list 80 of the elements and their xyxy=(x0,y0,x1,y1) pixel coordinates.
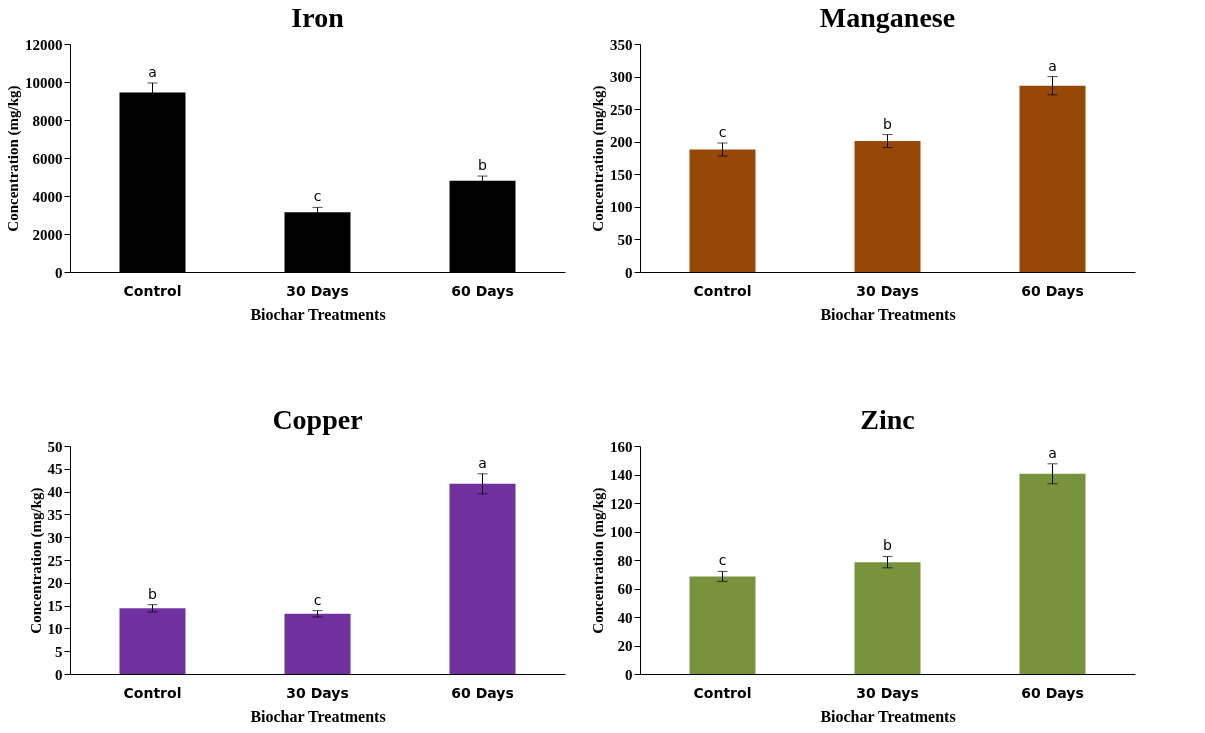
annotation: c xyxy=(313,188,322,205)
y-tick-label: 10000 xyxy=(25,74,63,91)
y-tick-label: 4000 xyxy=(32,188,63,205)
bar xyxy=(119,608,186,674)
annotation: c xyxy=(313,591,322,608)
y-tick-label: 0 xyxy=(625,264,633,281)
annotation: a xyxy=(148,63,157,80)
y-tick-label: 80 xyxy=(617,552,633,569)
y-tick-label: 160 xyxy=(610,438,633,455)
y-tick-label: 50 xyxy=(617,231,633,248)
bar xyxy=(689,149,756,272)
x-tick-label: Control xyxy=(123,684,182,701)
y-tick-label: 15 xyxy=(47,598,63,615)
bar xyxy=(854,562,921,674)
y-tick-label: 300 xyxy=(610,69,633,86)
y-tick-label: 0 xyxy=(55,666,63,683)
annotation: c xyxy=(718,552,727,569)
x-axis-title: Biochar Treatments xyxy=(250,305,386,323)
y-tick-label: 350 xyxy=(610,36,633,53)
y-tick-label: 40 xyxy=(47,484,63,501)
y-tick-label: 35 xyxy=(47,506,63,523)
y-tick-label: 30 xyxy=(47,529,63,546)
y-tick-label: 20 xyxy=(617,638,633,654)
x-tick-label: Control xyxy=(123,282,182,299)
y-tick-label: 150 xyxy=(610,166,633,183)
x-tick-label: Control xyxy=(693,282,752,299)
annotation: b xyxy=(478,157,488,174)
y-axis-title: Concentration (mg/kg) xyxy=(5,85,22,232)
y-tick-label: 2000 xyxy=(32,226,63,243)
bar xyxy=(1019,473,1086,674)
annotation: b xyxy=(883,115,893,132)
y-tick-label: 10 xyxy=(47,620,63,637)
y-tick-label: 45 xyxy=(47,461,63,478)
bar xyxy=(689,576,756,674)
x-tick-label: 60 Days xyxy=(1021,684,1084,701)
y-tick-label: 100 xyxy=(610,524,633,540)
y-tick-label: 200 xyxy=(610,134,633,151)
y-axis-title: Concentration (mg/kg) xyxy=(590,85,607,232)
y-tick-label: 12000 xyxy=(25,36,63,53)
y-axis-title: Concentration (mg/kg) xyxy=(27,487,45,634)
annotation: c xyxy=(718,124,727,141)
y-tick-label: 60 xyxy=(617,581,633,597)
chart-title: Manganese xyxy=(819,2,956,33)
y-tick-label: 5 xyxy=(55,643,63,660)
annotation: a xyxy=(478,454,487,471)
bar xyxy=(284,613,351,674)
x-tick-label: 60 Days xyxy=(451,282,514,299)
x-tick-label: Control xyxy=(693,684,752,701)
annotation: a xyxy=(1048,57,1057,74)
chart-title: Copper xyxy=(272,404,363,435)
y-tick-label: 0 xyxy=(55,264,63,281)
y-tick-label: 20 xyxy=(47,575,63,592)
x-tick-label: 30 Days xyxy=(286,684,349,701)
y-tick-label: 50 xyxy=(47,438,63,455)
annotation: b xyxy=(883,537,893,554)
y-tick-label: 140 xyxy=(610,467,633,483)
y-tick-label: 40 xyxy=(617,609,633,626)
x-axis-title: Biochar Treatments xyxy=(820,707,956,725)
bar xyxy=(1019,85,1086,272)
y-tick-label: 120 xyxy=(610,495,633,512)
y-axis-title: Concentration (mg/kg) xyxy=(590,487,607,634)
x-tick-label: 30 Days xyxy=(856,282,919,299)
annotation: a xyxy=(1048,444,1057,461)
x-axis-title: Biochar Treatments xyxy=(820,305,956,323)
y-tick-label: 6000 xyxy=(32,150,63,167)
x-tick-label: 60 Days xyxy=(451,684,514,701)
chart-title: Iron xyxy=(291,2,345,33)
chart-title: Zinc xyxy=(860,404,915,435)
x-tick-label: 30 Days xyxy=(286,282,349,299)
annotation: b xyxy=(148,585,158,602)
x-tick-label: 30 Days xyxy=(856,684,919,701)
bar xyxy=(449,483,516,674)
x-axis-title: Biochar Treatments xyxy=(250,707,386,725)
bar xyxy=(854,141,921,272)
y-tick-label: 25 xyxy=(47,552,63,569)
y-tick-label: 100 xyxy=(610,199,633,216)
y-tick-label: 8000 xyxy=(32,112,63,129)
y-tick-label: 0 xyxy=(625,666,633,683)
y-tick-label: 250 xyxy=(610,101,633,118)
x-tick-label: 60 Days xyxy=(1021,282,1084,299)
